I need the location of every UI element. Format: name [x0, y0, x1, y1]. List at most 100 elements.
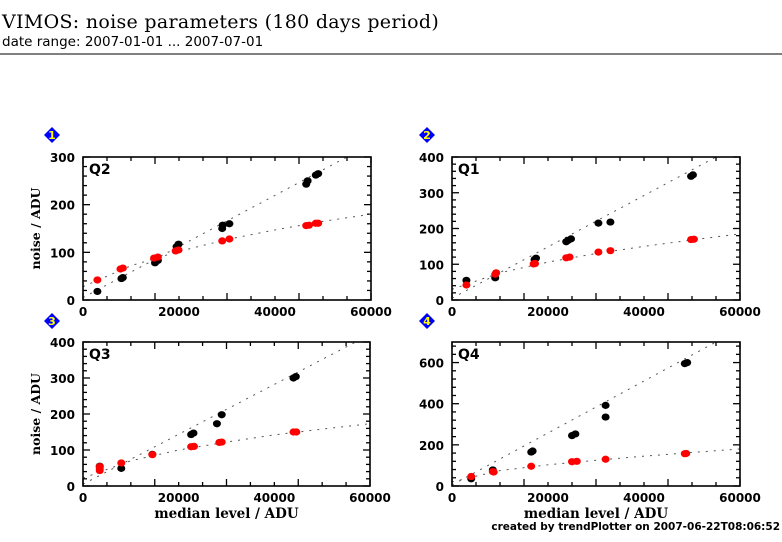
data-point-black: [532, 254, 540, 262]
data-point-red: [531, 259, 540, 268]
plot-frame: [82, 341, 371, 487]
fit-line-red: [83, 423, 370, 479]
data-point-black: [189, 429, 198, 437]
data-point-black: [218, 221, 227, 229]
data-point-black: [117, 464, 126, 472]
y-tick-label: 400: [50, 336, 75, 350]
panel-label: Q2: [89, 162, 111, 178]
panel-2: 2 0 20000 40000 60000 0 100 200 300 400 Q1: [419, 127, 761, 319]
badge-number: 3: [48, 315, 56, 328]
data-point-black: [606, 218, 615, 226]
fit-line-black: [83, 157, 348, 299]
page-title: VIMOS: noise parameters (180 days period…: [2, 11, 440, 33]
data-point-black: [601, 401, 610, 409]
plot-frame: [451, 156, 741, 301]
x-tick-label: 60000: [719, 491, 761, 505]
data-point-black: [174, 240, 183, 248]
credit-footer: created by trendPlotter on 2007-06-22T08…: [491, 521, 780, 533]
data-point-black: [571, 430, 580, 438]
data-point-black: [212, 420, 221, 428]
data-point-black: [594, 219, 603, 227]
data-point-red: [572, 457, 581, 465]
y-tick-label: 600: [419, 357, 444, 371]
fit-line-red: [452, 448, 740, 483]
data-point-red: [314, 219, 323, 227]
date-range-subtitle: date range: 2007-01-01 ... 2007-07-01: [2, 34, 264, 50]
panel-number-badge-icon: 4: [419, 313, 435, 329]
y-tick-label: 300: [419, 187, 444, 201]
y-tick-label: 100: [419, 258, 444, 272]
plot-frame: [82, 156, 372, 301]
badge-diamond: [44, 313, 60, 329]
y-tick-label: 200: [419, 223, 444, 237]
badge-number: 4: [423, 315, 431, 328]
data-point-black: [291, 372, 300, 381]
data-point-red: [117, 459, 126, 467]
data-point-black: [118, 273, 127, 282]
badge-diamond: [44, 127, 60, 143]
data-point-red: [93, 276, 102, 284]
y-tick-label: 200: [419, 439, 444, 453]
data-point-black: [688, 171, 697, 179]
data-point-red: [292, 428, 301, 436]
data-point-red: [462, 281, 471, 289]
x-tick-label: 60000: [349, 491, 391, 505]
panel-number-badge-icon: 1: [44, 127, 60, 143]
y-axis-label: noise / ADU: [28, 373, 43, 455]
data-point-red: [492, 269, 501, 277]
x-tick-label: 40000: [623, 305, 665, 319]
fit-line-red: [83, 213, 371, 288]
data-point-red: [601, 455, 610, 463]
data-point-red: [606, 247, 615, 255]
data-point-black: [314, 170, 323, 178]
data-point-red: [153, 253, 162, 261]
data-point-black: [225, 220, 234, 228]
y-tick-label: 200: [50, 408, 75, 422]
x-axis-label: median level / ADU: [154, 506, 298, 522]
data-point-red: [217, 438, 226, 446]
data-point-red: [305, 221, 314, 229]
data-point-black: [567, 235, 576, 243]
panel-label: Q3: [89, 347, 111, 363]
y-tick-label: 0: [436, 294, 444, 308]
data-point-black: [303, 177, 312, 185]
panel-label: Q1: [458, 162, 480, 178]
data-point-red: [174, 246, 183, 254]
data-point-red: [467, 472, 476, 481]
y-tick-label: 300: [50, 372, 75, 386]
x-tick-label: 20000: [158, 305, 200, 319]
data-point-red: [189, 442, 198, 450]
data-point-red: [118, 264, 127, 272]
data-point-red: [682, 449, 691, 458]
data-point-red: [565, 253, 574, 261]
x-tick-label: 40000: [623, 491, 665, 505]
data-point-black: [528, 447, 537, 455]
x-tick-label: 60000: [719, 305, 761, 319]
data-point-black: [601, 413, 610, 421]
data-point-red: [594, 248, 603, 256]
x-tick-label: 40000: [253, 491, 295, 505]
x-tick-label: 0: [448, 305, 456, 319]
x-axis-label: median level / ADU: [524, 506, 668, 522]
data-point-red: [489, 468, 498, 476]
panel-1: 1 0 20000 40000 60000 0 100 200 300 Q2 noise / ADU: [28, 127, 392, 319]
data-point-red: [148, 451, 157, 459]
data-point-black: [93, 287, 102, 296]
data-point-black: [217, 411, 226, 419]
data-point-red: [689, 235, 698, 243]
panel-3: 3 0 20000 40000 60000 0 100 200 300 400 Q3 noise / …: [28, 313, 391, 522]
panel-number-badge-icon: 2: [419, 127, 435, 143]
x-tick-label: 20000: [527, 491, 569, 505]
y-tick-label: 100: [50, 444, 75, 458]
badge-diamond: [419, 313, 435, 329]
header-divider: [0, 53, 782, 55]
y-tick-label: 100: [50, 246, 75, 260]
plot-frame: [451, 341, 741, 487]
x-tick-label: 20000: [158, 491, 200, 505]
y-tick-label: 200: [50, 199, 75, 213]
y-tick-label: 0: [436, 480, 444, 494]
y-tick-label: 400: [419, 151, 444, 165]
y-tick-label: 400: [419, 398, 444, 412]
panel-4: 4 0 20000 40000 60000 0 200 400 600 Q4 median leve…: [419, 313, 761, 522]
